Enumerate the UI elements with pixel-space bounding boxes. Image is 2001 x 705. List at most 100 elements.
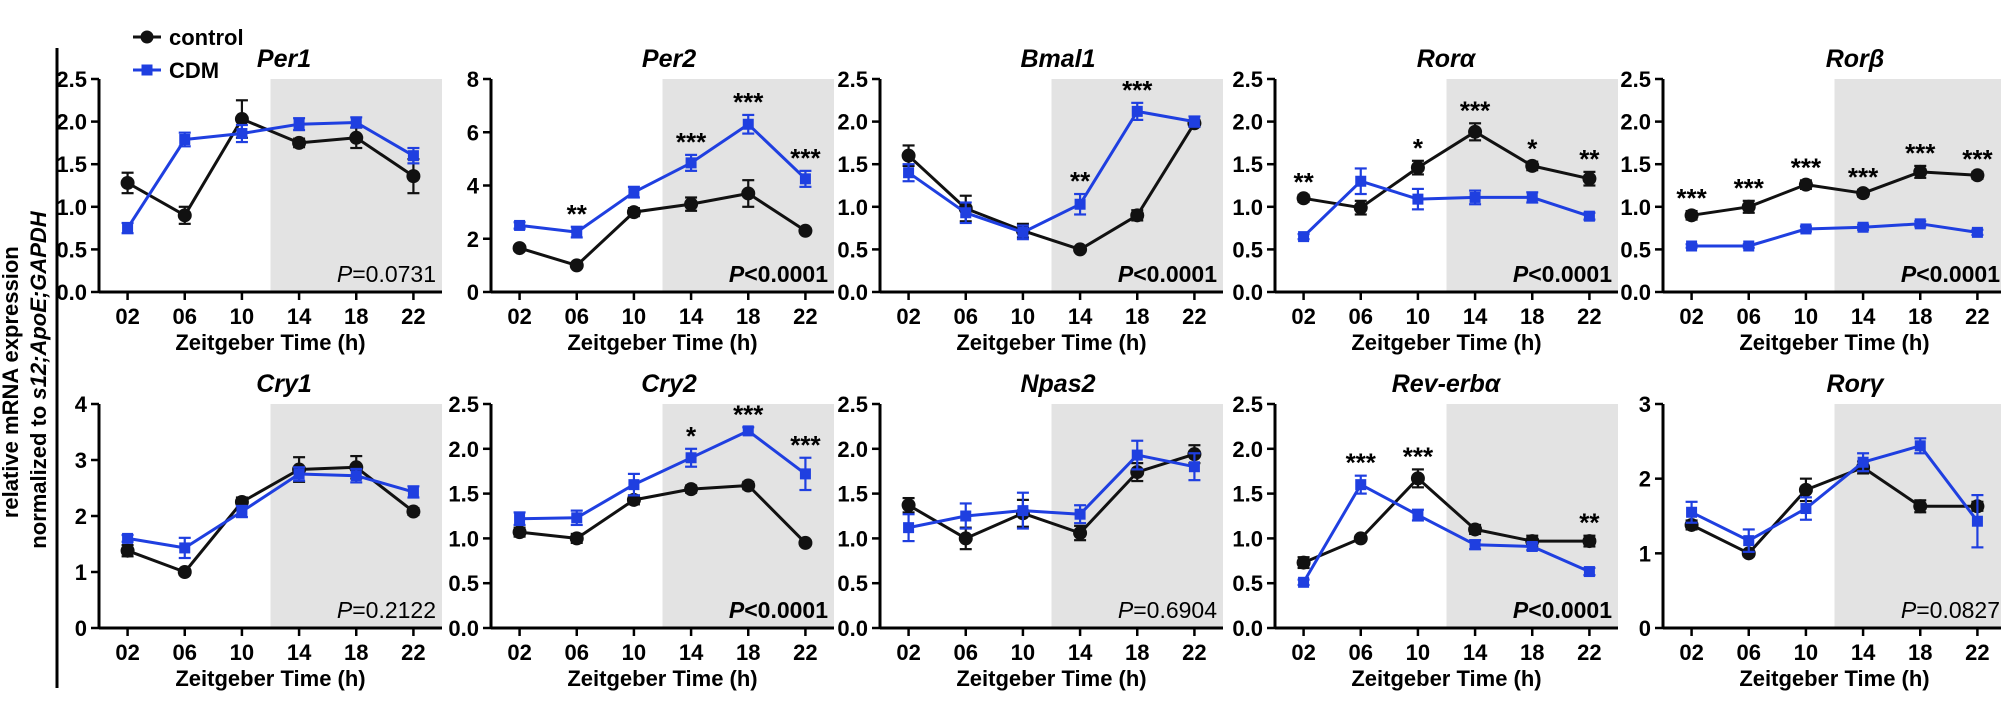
y-tick-label: 0.0	[1232, 280, 1263, 305]
y-tick-label: 4	[467, 174, 480, 199]
data-point-cdm	[1800, 223, 1812, 235]
y-axis-label-line2: normalized to s12;ApoE;GAPDH	[26, 210, 51, 548]
data-point-cdm	[1412, 509, 1424, 521]
data-point-cdm	[1857, 456, 1869, 468]
dark-phase-shading	[662, 404, 834, 628]
significance-marker: *	[686, 421, 697, 451]
significance-marker: ***	[676, 127, 707, 157]
p-value-label: P=0.6904	[1118, 597, 1217, 623]
data-point-cdm	[1743, 240, 1755, 252]
y-tick-label: 0.0	[1232, 616, 1263, 641]
x-tick-label: 10	[622, 640, 646, 665]
significance-marker: ***	[1346, 448, 1377, 478]
x-tick-label: 22	[793, 304, 817, 329]
x-axis-label: Zeitgeber Time (h)	[956, 330, 1146, 355]
data-point-control	[512, 241, 527, 256]
panel-title: Per1	[257, 45, 311, 73]
x-tick-label: 06	[1349, 640, 1373, 665]
data-point-control	[1468, 522, 1483, 537]
data-point-cdm	[1583, 566, 1595, 578]
data-point-control	[1353, 200, 1368, 215]
panel-cry2: 0.0 0.5 1.0 1.5 2.0 2.5 02 06 10 14 18 22 Zeitgeber …	[448, 370, 834, 691]
series-line-cdm	[908, 453, 1195, 530]
x-tick-label: 22	[1577, 304, 1601, 329]
panel-title: Per2	[642, 45, 696, 73]
x-tick-label: 14	[1068, 640, 1093, 665]
data-point-cdm	[1017, 226, 1029, 238]
data-point-control	[1856, 186, 1871, 201]
legend-control-label: control	[169, 25, 244, 50]
x-tick-label: 06	[954, 640, 978, 665]
significance-marker: ***	[1122, 75, 1153, 105]
x-tick-label: 06	[565, 304, 589, 329]
data-point-cdm	[1914, 218, 1926, 230]
data-point-cdm	[1355, 175, 1367, 187]
data-point-cdm	[799, 173, 811, 185]
significance-marker: ***	[1734, 173, 1765, 203]
x-tick-label: 10	[230, 640, 254, 665]
x-tick-label: 14	[679, 640, 704, 665]
data-point-cdm	[407, 486, 419, 498]
x-tick-label: 02	[507, 304, 531, 329]
data-point-cdm	[1469, 539, 1481, 551]
y-tick-label: 2	[467, 227, 479, 252]
y-tick-label: 1.5	[1232, 152, 1263, 177]
p-value-symbol: P	[729, 261, 745, 287]
data-point-control	[1741, 546, 1756, 561]
y-tick-label: 1.5	[1232, 482, 1263, 507]
series-line-cdm	[1691, 222, 1978, 248]
x-tick-label: 02	[896, 640, 920, 665]
y-tick-label: 1.5	[448, 482, 479, 507]
data-point-control	[1353, 531, 1368, 546]
data-point-control	[1582, 171, 1597, 186]
data-point-cdm	[179, 542, 191, 554]
panel-title: Rev-erbα	[1392, 370, 1502, 398]
panel-grid: 0.00.51.01.52.02.502 06 10 14 18 22Zeitgeber …	[56, 45, 2001, 691]
data-point-control	[741, 186, 756, 201]
significance-marker: **	[1579, 144, 1600, 174]
x-tick-label: 22	[1182, 640, 1206, 665]
data-point-control	[1741, 199, 1756, 214]
data-point-cdm	[960, 510, 972, 522]
p-value-number: <0.0001	[744, 597, 828, 623]
data-point-cdm	[685, 452, 697, 464]
series-line-control	[519, 484, 807, 544]
x-tick-label: 14	[1068, 304, 1093, 329]
y-tick-label: 1.0	[1620, 195, 1651, 220]
p-value-number: <0.0001	[1528, 597, 1612, 623]
x-axis-label: Zeitgeber Time (h)	[1351, 330, 1541, 355]
y-tick-label: 2	[1639, 467, 1651, 492]
y-tick-label: 0.0	[837, 280, 868, 305]
data-point-cdm	[514, 219, 526, 231]
dark-phase-shading	[1446, 404, 1618, 628]
data-point-cdm	[1298, 231, 1310, 243]
x-tick-label: 02	[1291, 304, 1315, 329]
p-value-label: P<0.0001	[729, 261, 828, 287]
x-axis-label: Zeitgeber Time (h)	[1739, 330, 1929, 355]
y-tick-label: 2.5	[1620, 67, 1651, 92]
series-line-cdm	[127, 472, 414, 550]
p-value-number: <0.0001	[1528, 261, 1612, 287]
panel-title: Npas2	[1020, 370, 1095, 398]
p-value-symbol: P	[1513, 261, 1529, 287]
x-tick-label: 18	[1125, 640, 1149, 665]
y-tick-label: 1.0	[1232, 195, 1263, 220]
significance-marker: ***	[733, 399, 764, 429]
y-tick-label: 0.5	[837, 571, 868, 596]
p-value-number: =0.6904	[1133, 597, 1217, 623]
y-tick-label: 4	[75, 392, 88, 417]
x-tick-label: 14	[679, 304, 704, 329]
p-value-number: <0.0001	[1133, 261, 1217, 287]
x-axis-label: Zeitgeber Time (h)	[567, 330, 757, 355]
data-point-control	[1296, 555, 1311, 570]
x-tick-label: 18	[736, 640, 760, 665]
significance-marker: ***	[1962, 144, 1993, 174]
data-point-control	[901, 148, 916, 163]
y-tick-label: 0.5	[56, 237, 87, 262]
x-axis-label: Zeitgeber Time (h)	[1739, 666, 1929, 691]
x-tick-label: 02	[896, 304, 920, 329]
y-tick-label: 0.0	[448, 616, 479, 641]
data-point-control	[569, 531, 584, 546]
x-tick-label: 18	[1908, 304, 1932, 329]
